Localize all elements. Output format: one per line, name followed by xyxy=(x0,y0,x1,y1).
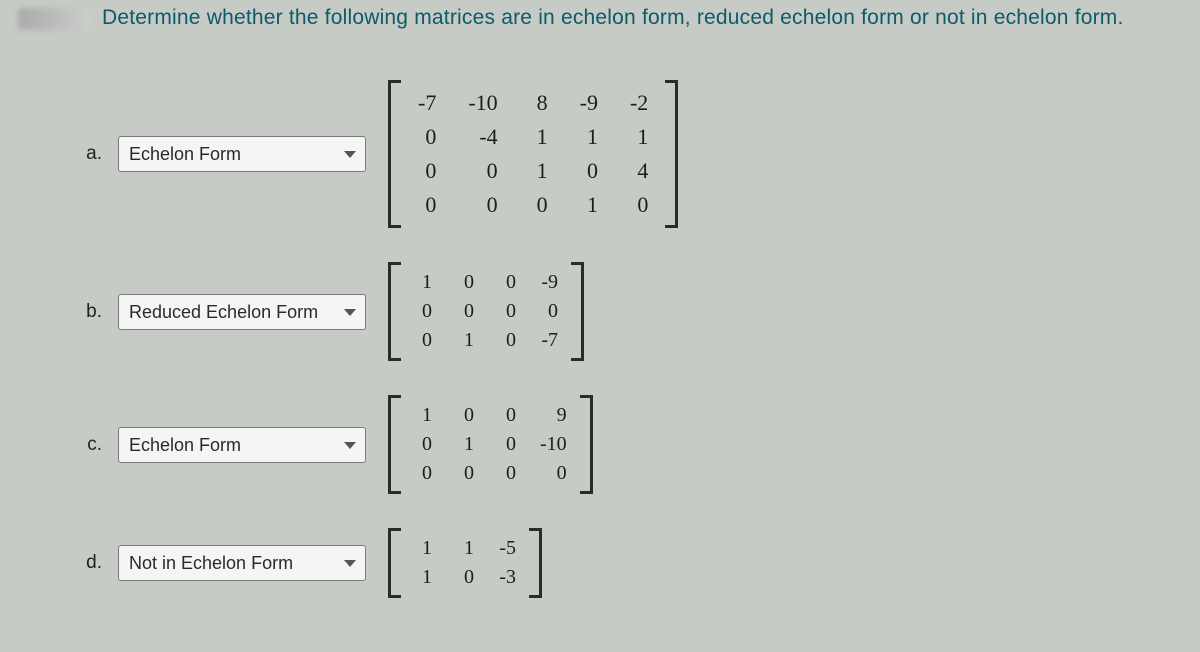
matrix-cell: 0 xyxy=(514,188,564,222)
item-a-matrix: -7-108-9-20-41110010400010 xyxy=(388,80,678,228)
matrix-cell: 0 xyxy=(444,297,486,326)
matrix-cell: 0 xyxy=(402,430,444,459)
matrix-cell: -9 xyxy=(528,268,570,297)
matrix-cell: -2 xyxy=(614,86,664,120)
matrix-cell: 0 xyxy=(444,459,486,488)
item-a-select-wrap: Echelon FormReduced Echelon FormNot in E… xyxy=(118,136,366,172)
matrix-cell: 0 xyxy=(402,297,444,326)
matrix-cell: 0 xyxy=(486,459,528,488)
matrix-cell: -7 xyxy=(402,86,452,120)
matrix-cell: 1 xyxy=(564,120,614,154)
item-d-select-wrap: Echelon FormReduced Echelon FormNot in E… xyxy=(118,545,366,581)
item-b: b. Echelon FormReduced Echelon FormNot i… xyxy=(78,262,1172,361)
item-b-label: b. xyxy=(78,301,102,323)
item-c-select-wrap: Echelon FormReduced Echelon FormNot in E… xyxy=(118,427,366,463)
matrix-cell: -5 xyxy=(486,534,528,563)
item-b-select-wrap: Echelon FormReduced Echelon FormNot in E… xyxy=(118,294,366,330)
matrix-cell: -4 xyxy=(452,120,513,154)
matrix-cell: 1 xyxy=(614,120,664,154)
matrix-cell: -7 xyxy=(528,326,570,355)
matrix-cell: -10 xyxy=(452,86,513,120)
item-b-matrix: 100-90000010-7 xyxy=(388,262,584,361)
blurred-logo xyxy=(18,8,92,30)
matrix-cell: 1 xyxy=(444,326,486,355)
matrix-cell: 1 xyxy=(402,268,444,297)
item-b-select[interactable]: Echelon FormReduced Echelon FormNot in E… xyxy=(118,294,366,330)
item-d-select[interactable]: Echelon FormReduced Echelon FormNot in E… xyxy=(118,545,366,581)
matrix-cell: 0 xyxy=(402,154,452,188)
question-header: Determine whether the following matrices… xyxy=(18,6,1172,30)
matrix-cell: 0 xyxy=(486,326,528,355)
matrix-cell: -10 xyxy=(528,430,579,459)
matrix-cell: 4 xyxy=(614,154,664,188)
matrix-cell: 0 xyxy=(486,297,528,326)
item-c-select[interactable]: Echelon FormReduced Echelon FormNot in E… xyxy=(118,427,366,463)
item-a: a. Echelon FormReduced Echelon FormNot i… xyxy=(78,80,1172,228)
item-a-label: a. xyxy=(78,143,102,165)
matrix-cell: 0 xyxy=(614,188,664,222)
matrix-cell: 0 xyxy=(444,401,486,430)
matrix-cell: 1 xyxy=(444,430,486,459)
matrix-cell: 1 xyxy=(402,401,444,430)
item-c: c. Echelon FormReduced Echelon FormNot i… xyxy=(78,395,1172,494)
matrix-cell: 0 xyxy=(444,268,486,297)
matrix-cell: 0 xyxy=(452,188,513,222)
matrix-cell: 0 xyxy=(528,459,579,488)
matrix-cell: 0 xyxy=(402,120,452,154)
item-c-matrix: 1009010-100000 xyxy=(388,395,593,494)
item-c-label: c. xyxy=(78,434,102,456)
matrix-cell: 0 xyxy=(402,326,444,355)
question-text: Determine whether the following matrices… xyxy=(102,6,1124,30)
matrix-cell: 0 xyxy=(486,430,528,459)
matrix-cell: 0 xyxy=(528,297,570,326)
matrix-cell: 0 xyxy=(452,154,513,188)
matrix-cell: 1 xyxy=(514,120,564,154)
matrix-cell: 1 xyxy=(444,534,486,563)
matrix-cell: 0 xyxy=(486,268,528,297)
matrix-cell: -9 xyxy=(564,86,614,120)
matrix-cell: 0 xyxy=(402,459,444,488)
item-a-select[interactable]: Echelon FormReduced Echelon FormNot in E… xyxy=(118,136,366,172)
matrix-cell: 0 xyxy=(402,188,452,222)
matrix-cell: 1 xyxy=(564,188,614,222)
matrix-cell: 9 xyxy=(528,401,579,430)
matrix-cell: 0 xyxy=(564,154,614,188)
matrix-cell: 1 xyxy=(402,534,444,563)
matrix-cell: 0 xyxy=(486,401,528,430)
matrix-cell: 8 xyxy=(514,86,564,120)
item-d-label: d. xyxy=(78,552,102,574)
matrix-cell: 1 xyxy=(514,154,564,188)
